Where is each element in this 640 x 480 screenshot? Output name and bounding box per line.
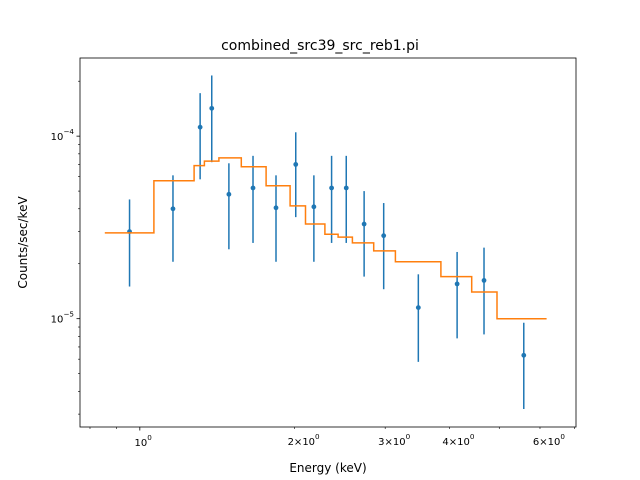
data-point <box>415 305 421 310</box>
x-axis-label: Energy (keV) <box>289 461 366 475</box>
data-point <box>226 191 232 197</box>
plot-area <box>104 75 547 410</box>
data-point-group <box>293 132 299 218</box>
data-point <box>361 221 367 227</box>
data-point <box>329 185 334 191</box>
data-point-group <box>415 274 421 362</box>
data-point <box>343 185 349 191</box>
y-tick-label: 10−5 <box>51 310 74 326</box>
data-point <box>209 105 215 111</box>
data-point <box>250 185 256 191</box>
data-point <box>197 124 203 130</box>
x-tick-label: 100 <box>135 433 153 449</box>
x-tick-label: 3×100 <box>378 432 410 448</box>
chart-title: combined_src39_src_reb1.pi <box>221 38 419 54</box>
data-point-group <box>209 75 215 163</box>
x-tick-label: 4×100 <box>442 432 474 448</box>
data-point <box>521 352 527 358</box>
data-point-group <box>381 203 387 290</box>
data-point <box>481 278 487 283</box>
y-axis-label: Counts/sec/keV <box>16 196 30 289</box>
data-point-group <box>250 155 256 243</box>
data-point <box>381 233 387 239</box>
data-point <box>273 205 279 211</box>
y-tick-label: 10−4 <box>51 127 75 143</box>
data-point-group <box>311 175 317 262</box>
data-point-group <box>329 155 334 243</box>
data-point-group <box>454 251 460 339</box>
data-point <box>454 281 460 287</box>
x-tick-label: 6×100 <box>533 432 565 448</box>
plot-frame <box>79 57 577 428</box>
data-point-group <box>343 155 349 243</box>
data-point <box>293 162 299 167</box>
data-point <box>170 206 176 212</box>
data-point-group <box>361 191 367 277</box>
data-point-group <box>521 322 527 410</box>
x-tick-label: 2×100 <box>288 432 320 448</box>
data-point-group <box>273 175 279 262</box>
data-point-group <box>481 247 487 335</box>
data-point-group <box>226 163 232 250</box>
model-step-line <box>104 157 547 320</box>
data-point-group <box>170 175 176 262</box>
axes: 100 2×100 3×100 4×100 6×100 10−5 10−4 <box>51 80 575 449</box>
data-point <box>311 204 317 210</box>
